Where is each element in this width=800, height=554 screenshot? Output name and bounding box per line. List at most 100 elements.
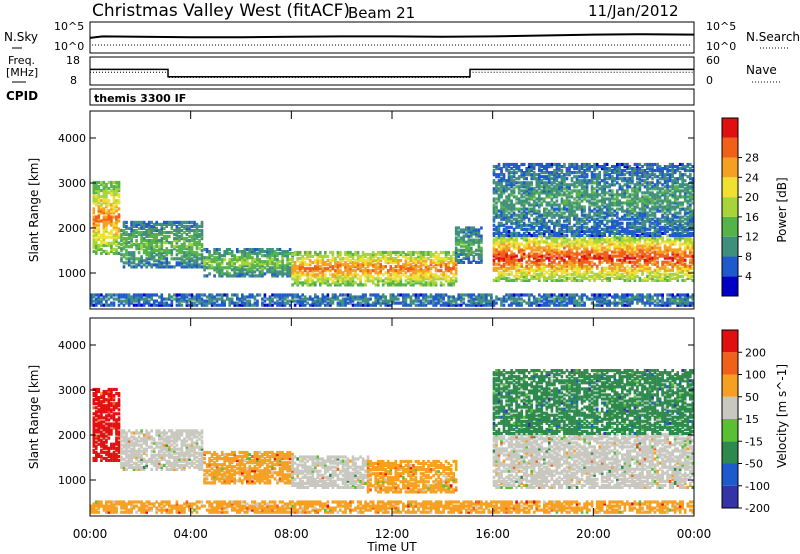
- heatmap-cell: [165, 251, 169, 255]
- heatmap-cell: [399, 250, 403, 255]
- heatmap-cell: [296, 257, 299, 261]
- heatmap-cell: [663, 272, 667, 276]
- heatmap-cell: [467, 236, 471, 240]
- heatmap-cell: [356, 252, 360, 257]
- heatmap-cell: [643, 268, 647, 272]
- heatmap-cell: [565, 260, 569, 264]
- heatmap-cell: [648, 191, 652, 195]
- heatmap-cell: [578, 217, 581, 221]
- heatmap-cell: [389, 261, 393, 265]
- heatmap-cell: [532, 171, 536, 175]
- heatmap-cell: [107, 217, 111, 221]
- heatmap-cell: [454, 279, 458, 283]
- heatmap-cell: [190, 224, 194, 228]
- heatmap-cell: [653, 238, 657, 242]
- heatmap-cell: [376, 283, 380, 287]
- heatmap-cell: [349, 267, 352, 271]
- heatmap-cell: [641, 270, 644, 274]
- heatmap-cell: [379, 271, 382, 275]
- heatmap-cell: [636, 201, 639, 205]
- heatmap-cell: [100, 219, 103, 223]
- heatmap-cell: [308, 279, 312, 283]
- heatmap-cell: [286, 266, 289, 270]
- heatmap-cell: [575, 240, 579, 244]
- heatmap-cell: [404, 267, 408, 271]
- heatmap-cell: [409, 259, 413, 263]
- heatmap-cell: [580, 262, 584, 266]
- heatmap-cell: [497, 213, 501, 217]
- heatmap-cell: [603, 272, 606, 276]
- heatmap-cell: [661, 236, 664, 240]
- heatmap-cell: [243, 262, 247, 266]
- heatmap-cell: [653, 268, 657, 272]
- heatmap-cell: [520, 278, 523, 282]
- heatmap-cell: [155, 243, 158, 247]
- heatmap-cell: [97, 217, 101, 221]
- heatmap-cell: [568, 252, 571, 256]
- heatmap-cell: [663, 240, 667, 244]
- heatmap-cell: [200, 237, 204, 241]
- heatmap-cell: [603, 215, 606, 219]
- heatmap-cell: [492, 223, 496, 227]
- heatmap-cell: [686, 268, 690, 272]
- heatmap-cell: [160, 263, 164, 267]
- heatmap-cell: [545, 236, 549, 240]
- heatmap-cell: [623, 236, 627, 240]
- heatmap-cell: [497, 221, 501, 225]
- heatmap-cell: [668, 268, 672, 272]
- heatmap-cell: [611, 256, 614, 260]
- heatmap-cell: [276, 262, 279, 266]
- heatmap-cell: [666, 234, 669, 238]
- heatmap-cell: [417, 259, 420, 263]
- heatmap-cell: [195, 265, 199, 269]
- heatmap-cell: [540, 270, 544, 274]
- heatmap-cell: [495, 248, 498, 252]
- heatmap-cell: [608, 238, 611, 242]
- heatmap-cell: [535, 268, 539, 272]
- heatmap-cell: [553, 268, 556, 272]
- heatmap-cell: [115, 251, 118, 255]
- heatmap-cell: [628, 209, 632, 213]
- heatmap-cell: [522, 238, 526, 242]
- heatmap-cell: [520, 199, 523, 203]
- heatmap-cell: [555, 240, 559, 244]
- heatmap-cell: [381, 252, 385, 257]
- heatmap-cell: [545, 181, 549, 185]
- nave-series-line: [90, 71, 694, 78]
- heatmap-cell: [193, 224, 196, 228]
- heatmap-cell: [281, 258, 284, 262]
- heatmap-cell: [643, 276, 647, 280]
- heatmap-cell: [412, 257, 415, 261]
- heatmap-cell: [686, 236, 690, 240]
- heatmap-cell: [278, 272, 282, 276]
- heatmap-cell: [137, 251, 141, 255]
- heatmap-cell: [595, 256, 599, 260]
- heatmap-cell: [457, 258, 460, 262]
- heatmap-cell: [200, 259, 204, 263]
- heatmap-cell: [193, 239, 196, 243]
- heatmap-cell: [190, 259, 194, 263]
- heatmap-cell: [608, 278, 611, 282]
- heatmap-cell: [651, 270, 654, 274]
- heatmap-cell: [653, 270, 657, 274]
- heatmap-cell: [178, 239, 181, 243]
- heatmap-cell: [618, 238, 622, 242]
- heatmap-cell: [565, 223, 569, 227]
- heatmap-cell: [140, 234, 143, 239]
- heatmap-cell: [339, 279, 342, 283]
- heatmap-cell: [117, 233, 121, 237]
- heatmap-cell: [613, 276, 617, 280]
- heatmap-cell: [389, 257, 393, 261]
- heatmap-cell: [465, 234, 468, 238]
- heatmap-cell: [646, 181, 649, 185]
- heatmap-cell: [683, 252, 687, 256]
- heatmap-cell: [137, 230, 141, 235]
- heatmap-cell: [646, 246, 649, 250]
- heatmap-cell: [281, 272, 284, 276]
- heatmap-cell: [583, 229, 586, 233]
- heatmap-cell: [180, 224, 184, 228]
- heatmap-cell: [132, 251, 136, 255]
- heatmap-cell: [565, 183, 569, 187]
- heatmap-cell: [92, 223, 96, 227]
- heatmap-cell: [344, 257, 347, 261]
